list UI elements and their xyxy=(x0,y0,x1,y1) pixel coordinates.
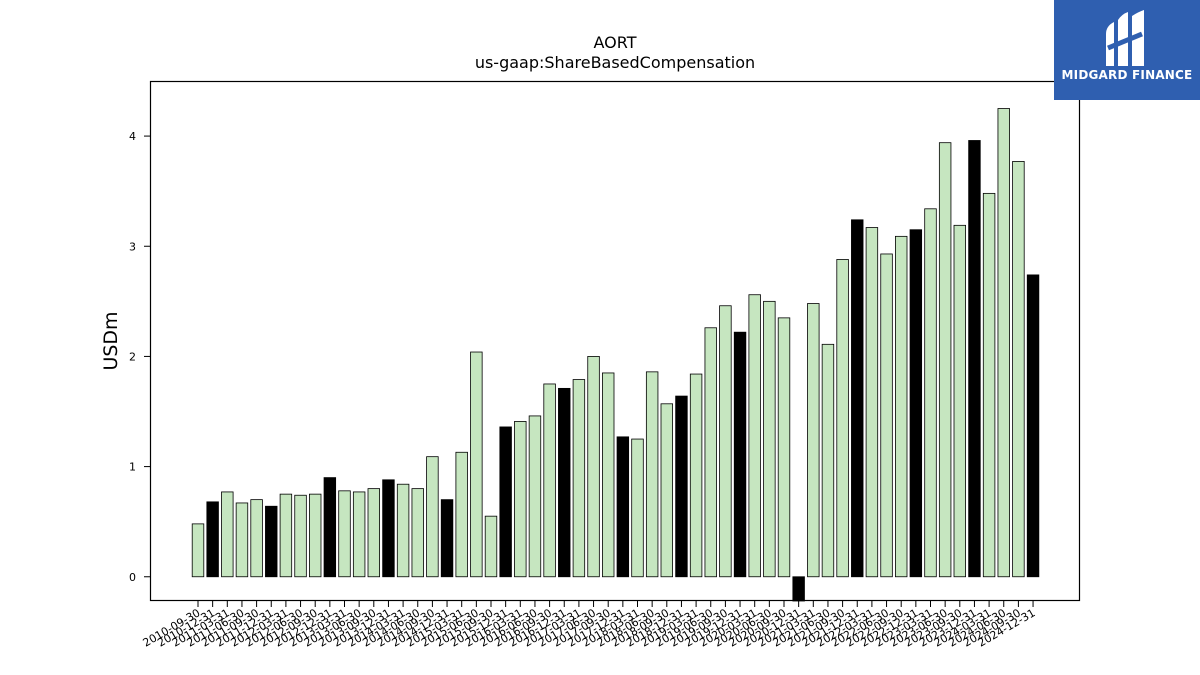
bar xyxy=(909,229,923,578)
bar xyxy=(953,224,967,578)
bar xyxy=(528,415,542,578)
bar xyxy=(382,479,395,578)
bar xyxy=(426,456,439,578)
logo-mark-icon xyxy=(1106,10,1144,66)
bar xyxy=(558,387,571,578)
bar xyxy=(352,491,366,578)
bars-group xyxy=(191,108,1040,602)
chart-title: AORT xyxy=(594,33,637,52)
bar xyxy=(660,403,674,578)
bar xyxy=(396,483,410,578)
bar xyxy=(689,373,703,578)
bar xyxy=(895,235,908,578)
y-tick-label: 3 xyxy=(129,240,136,253)
bar xyxy=(645,371,659,578)
y-tick-label: 1 xyxy=(129,461,136,474)
bar xyxy=(294,494,307,578)
bar xyxy=(777,317,791,578)
y-axis-label: USDm xyxy=(100,311,122,370)
bar xyxy=(265,505,278,578)
bar xyxy=(616,436,630,578)
bar xyxy=(865,227,879,578)
bar xyxy=(470,351,483,578)
bar xyxy=(206,501,219,578)
bar xyxy=(440,499,454,578)
bar xyxy=(821,343,835,578)
bar xyxy=(704,327,717,578)
chart-subtitle: us-gaap:ShareBasedCompensation xyxy=(475,53,755,72)
y-axis-ticks: 0 1 2 3 4 xyxy=(129,130,150,584)
plot-frame xyxy=(149,80,1081,602)
bar xyxy=(572,379,586,578)
bar xyxy=(191,523,205,578)
bar xyxy=(792,576,805,602)
bar xyxy=(484,515,498,578)
bar xyxy=(631,438,644,578)
y-tick-label: 2 xyxy=(129,350,136,363)
bar xyxy=(924,208,937,578)
bar xyxy=(968,140,981,578)
bar xyxy=(250,499,263,578)
bar xyxy=(543,383,556,578)
bar xyxy=(733,331,747,578)
bar xyxy=(279,493,293,578)
bar xyxy=(411,488,424,578)
bar xyxy=(602,372,615,578)
bar xyxy=(763,300,776,578)
bar xyxy=(308,493,322,578)
midgard-finance-logo: MIDGARD FINANCE xyxy=(1054,0,1200,100)
bar xyxy=(807,303,820,578)
bar xyxy=(836,259,849,578)
bar xyxy=(323,477,337,578)
bar xyxy=(719,305,732,578)
bar xyxy=(455,451,468,578)
bar xyxy=(221,491,234,578)
bar xyxy=(499,426,512,578)
bar xyxy=(997,108,1010,578)
bar xyxy=(675,395,688,578)
x-axis-ticks: 2010-09-302010-12-312011-03-312011-06-30… xyxy=(141,601,1038,650)
bar xyxy=(880,253,893,578)
bar xyxy=(938,142,952,578)
bar xyxy=(587,356,600,578)
logo-text: MIDGARD FINANCE xyxy=(1061,68,1193,82)
bar xyxy=(235,502,249,578)
y-tick-label: 0 xyxy=(129,571,136,584)
bar xyxy=(982,192,996,578)
bar xyxy=(367,488,381,578)
bar xyxy=(514,421,527,578)
bar xyxy=(748,294,761,578)
bar xyxy=(851,219,864,578)
bar xyxy=(1012,161,1025,578)
y-tick-label: 4 xyxy=(129,130,136,143)
bar xyxy=(338,490,351,578)
bar xyxy=(1026,274,1040,578)
